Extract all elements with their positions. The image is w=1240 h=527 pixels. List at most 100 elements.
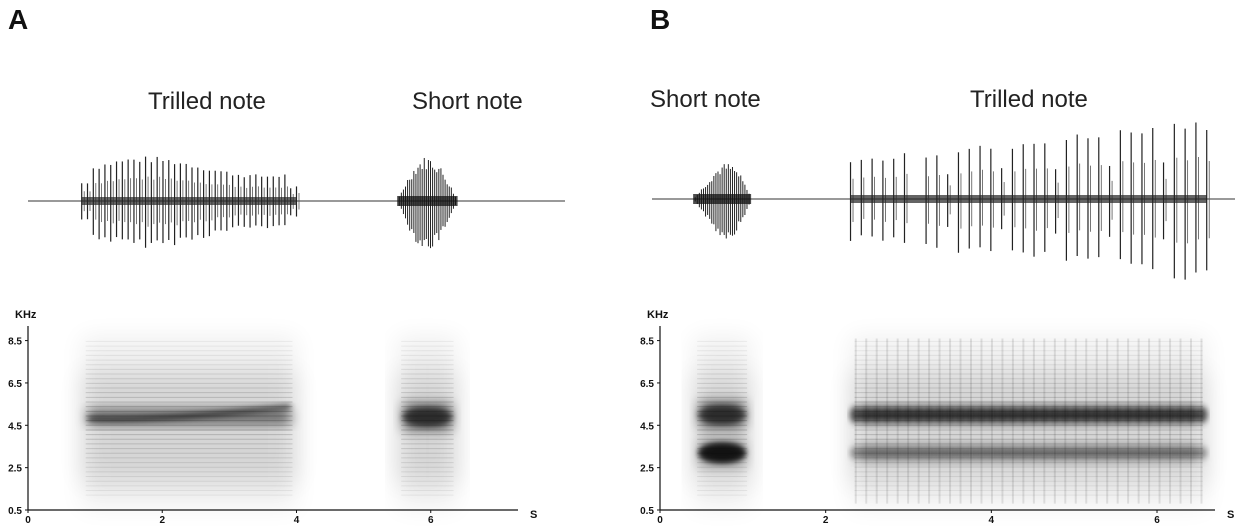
spectrogram-pulse	[996, 406, 1009, 423]
spectrogram-pulse	[933, 406, 946, 423]
spectrogram-column	[854, 338, 857, 504]
panel-a-spectrogram: 8.5 6.5 4.5 2.5 0.5 KHz 0 2 4 6 S	[8, 309, 537, 526]
spectrogram-column	[959, 338, 962, 504]
spectrogram-column	[1127, 338, 1130, 504]
spectrogram-column	[949, 338, 952, 504]
spectrogram-column	[1032, 338, 1035, 504]
panel-b-label: B	[650, 4, 671, 35]
y-tick-label: 8.5	[640, 337, 654, 348]
spectrogram-pulse	[1038, 406, 1051, 423]
spectrogram-column	[917, 338, 920, 504]
spectrogram-pulse	[1101, 446, 1114, 459]
y-tick-label: 2.5	[640, 464, 654, 475]
spectrogram-pulse	[1080, 406, 1093, 423]
spectrogram-column	[1106, 338, 1109, 504]
spectrogram-column	[886, 338, 889, 504]
spectrogram-column	[1179, 338, 1182, 504]
spectrogram-column	[896, 338, 899, 504]
x-tick-label: 0	[657, 515, 663, 526]
spectrogram-column	[1169, 338, 1172, 504]
spectrogram-pulse	[891, 406, 904, 423]
spectrogram-pulse	[1027, 406, 1040, 423]
spectrogram-column	[1137, 338, 1140, 504]
spectrogram-column	[1200, 338, 1203, 504]
spectrogram-pulse	[1132, 446, 1145, 459]
spectrogram-column	[1011, 338, 1014, 504]
spectrogram-column	[928, 338, 931, 504]
spectrogram-column	[938, 338, 941, 504]
x-tick-label: 4	[294, 515, 300, 526]
panel-a-trilled-note-label: Trilled note	[148, 88, 266, 115]
spectrogram-pulse	[1122, 446, 1135, 459]
spectrogram-pulse	[1101, 406, 1114, 423]
panel-b-waveform	[652, 122, 1235, 280]
spectrogram-column	[949, 338, 952, 504]
spectrogram-column	[1053, 338, 1056, 504]
spectrogram-pulse	[975, 406, 988, 423]
waveform-short-core	[693, 194, 752, 204]
y-tick-label: 0.5	[640, 506, 654, 517]
spectrogram-column	[875, 338, 878, 504]
spectrogram-pulse	[1027, 446, 1040, 459]
spectrogram-pulse	[1122, 406, 1135, 423]
spectrogram-column	[1085, 338, 1088, 504]
spectrogram-column	[886, 338, 889, 504]
spectrogram-column	[1095, 338, 1098, 504]
spectrogram-blob	[697, 404, 747, 425]
y-tick-label: 4.5	[8, 421, 22, 432]
spectrogram-column	[1190, 338, 1193, 504]
spectrogram-pulse	[1174, 446, 1187, 459]
spectrogram-pulse	[1017, 406, 1030, 423]
spectrogram-column	[928, 338, 931, 504]
y-axis-unit: KHz	[15, 309, 37, 321]
y-tick-label: 6.5	[640, 379, 654, 390]
spectrogram-pulse	[881, 406, 894, 423]
spectrogram-column	[1074, 338, 1077, 504]
x-tick-label: 6	[1154, 515, 1160, 526]
spectrogram-pulse	[1195, 406, 1208, 423]
spectrogram-pulse	[1017, 446, 1030, 459]
spectrogram-column	[1190, 338, 1193, 504]
waveform-short-core	[397, 196, 458, 206]
spectrogram-column	[1137, 338, 1140, 504]
spectrogram-column	[865, 338, 868, 504]
spectrogram-pulse	[933, 446, 946, 459]
spectrogram-pulse	[975, 446, 988, 459]
spectrogram-pulse	[1006, 406, 1019, 423]
spectrogram-column	[865, 338, 868, 504]
spectrogram-column	[969, 338, 972, 504]
spectrogram-column	[907, 338, 910, 504]
spectrogram-column	[854, 338, 857, 504]
spectrogram-column	[1127, 338, 1130, 504]
spectrogram-pulse	[1164, 446, 1177, 459]
spectrogram-column	[1158, 338, 1161, 504]
y-tick-label: 2.5	[8, 464, 22, 475]
spectrogram-pulse	[902, 406, 915, 423]
spectrogram-column	[1064, 338, 1067, 504]
spectrogram-pulse	[1038, 446, 1051, 459]
spectrogram-pulse	[923, 446, 936, 459]
spectrogram-column	[1043, 338, 1046, 504]
spectrogram-column	[1116, 338, 1119, 504]
spectrogram-trend	[87, 404, 291, 422]
spectrogram-pulse	[1090, 406, 1103, 423]
x-tick-label: 2	[823, 515, 829, 526]
x-tick-label: 6	[428, 515, 434, 526]
spectrogram-pulse	[1153, 446, 1166, 459]
spectrogram-pulse	[1143, 446, 1156, 459]
spectrogram-pulse	[849, 446, 862, 459]
spectrogram-pulse	[912, 406, 925, 423]
panel-b-short-note-label: Short note	[650, 86, 761, 113]
spectrogram-column	[1053, 338, 1056, 504]
spectrogram-pulse	[1195, 446, 1208, 459]
spectrogram-column	[1022, 338, 1025, 504]
spectrogram-pulse	[1090, 446, 1103, 459]
spectrogram-column	[1074, 338, 1077, 504]
spectrogram-column	[959, 338, 962, 504]
spectrogram-pulse	[1006, 446, 1019, 459]
spectrogram-pulse	[1153, 406, 1166, 423]
spectrogram-pulse	[944, 446, 957, 459]
spectrogram-pulse	[1111, 446, 1124, 459]
spectrogram-column	[896, 338, 899, 504]
spectrogram-pulse	[849, 406, 862, 423]
